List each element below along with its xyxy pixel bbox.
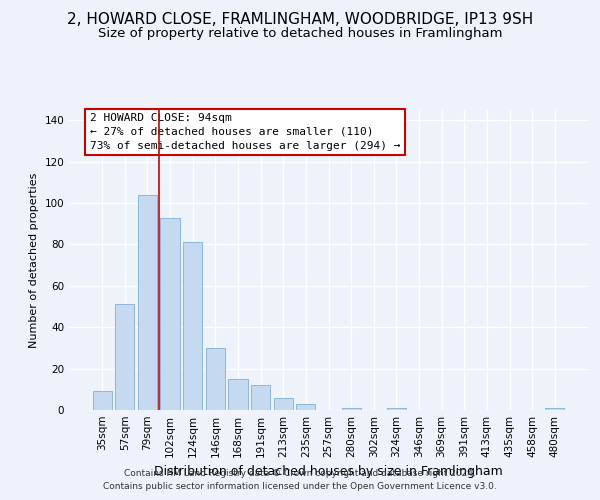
Y-axis label: Number of detached properties: Number of detached properties bbox=[29, 172, 39, 348]
Bar bbox=[160, 218, 180, 410]
Bar bbox=[115, 304, 134, 410]
Bar bbox=[341, 408, 361, 410]
Bar bbox=[183, 242, 202, 410]
Text: Contains public sector information licensed under the Open Government Licence v3: Contains public sector information licen… bbox=[103, 482, 497, 491]
Bar bbox=[387, 408, 406, 410]
Bar bbox=[545, 408, 565, 410]
Bar bbox=[229, 379, 248, 410]
X-axis label: Distribution of detached houses by size in Framlingham: Distribution of detached houses by size … bbox=[154, 466, 503, 478]
Text: Contains HM Land Registry data © Crown copyright and database right 2024.: Contains HM Land Registry data © Crown c… bbox=[124, 468, 476, 477]
Bar bbox=[274, 398, 293, 410]
Text: 2, HOWARD CLOSE, FRAMLINGHAM, WOODBRIDGE, IP13 9SH: 2, HOWARD CLOSE, FRAMLINGHAM, WOODBRIDGE… bbox=[67, 12, 533, 28]
Bar bbox=[138, 195, 157, 410]
Text: 2 HOWARD CLOSE: 94sqm
← 27% of detached houses are smaller (110)
73% of semi-det: 2 HOWARD CLOSE: 94sqm ← 27% of detached … bbox=[90, 113, 400, 151]
Bar bbox=[92, 392, 112, 410]
Bar bbox=[251, 385, 270, 410]
Bar bbox=[206, 348, 225, 410]
Bar bbox=[296, 404, 316, 410]
Text: Size of property relative to detached houses in Framlingham: Size of property relative to detached ho… bbox=[98, 28, 502, 40]
